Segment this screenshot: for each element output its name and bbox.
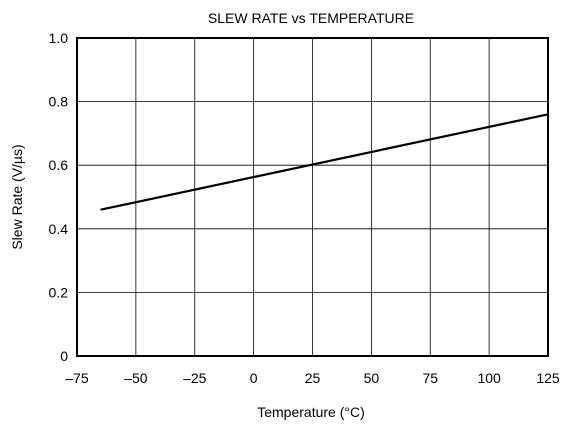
plot-frame — [76, 37, 549, 357]
series-layer — [100, 113, 549, 211]
x-tick-label: 125 — [536, 370, 560, 386]
chart-title: SLEW RATE vs TEMPERATURE — [208, 10, 414, 26]
x-tick-label: 100 — [477, 370, 501, 386]
y-axis-label: Slew Rate (V/µs) — [9, 144, 25, 249]
grid-lines — [77, 38, 548, 356]
x-tick-label: –50 — [124, 370, 148, 386]
x-tick-label: –75 — [65, 370, 89, 386]
x-tick-label: 75 — [422, 370, 438, 386]
x-tick-label: –25 — [183, 370, 207, 386]
x-tick-label: 0 — [250, 370, 258, 386]
x-axis-label: Temperature (°C) — [257, 404, 365, 420]
slew-rate-line — [100, 113, 549, 211]
y-tick-label: 0.4 — [49, 221, 69, 237]
x-tick-label: 50 — [364, 370, 380, 386]
y-tick-labels: 0 0.2 0.4 0.6 0.8 1.0 — [49, 30, 69, 364]
x-tick-label: 25 — [305, 370, 321, 386]
y-tick-label: 1.0 — [49, 30, 69, 46]
y-tick-label: 0 — [60, 348, 68, 364]
x-tick-labels: –75 –50 –25 0 25 50 75 100 125 — [65, 370, 560, 386]
y-tick-label: 0.8 — [49, 94, 69, 110]
y-tick-label: 0.6 — [49, 157, 69, 173]
y-tick-label: 0.2 — [49, 284, 69, 300]
